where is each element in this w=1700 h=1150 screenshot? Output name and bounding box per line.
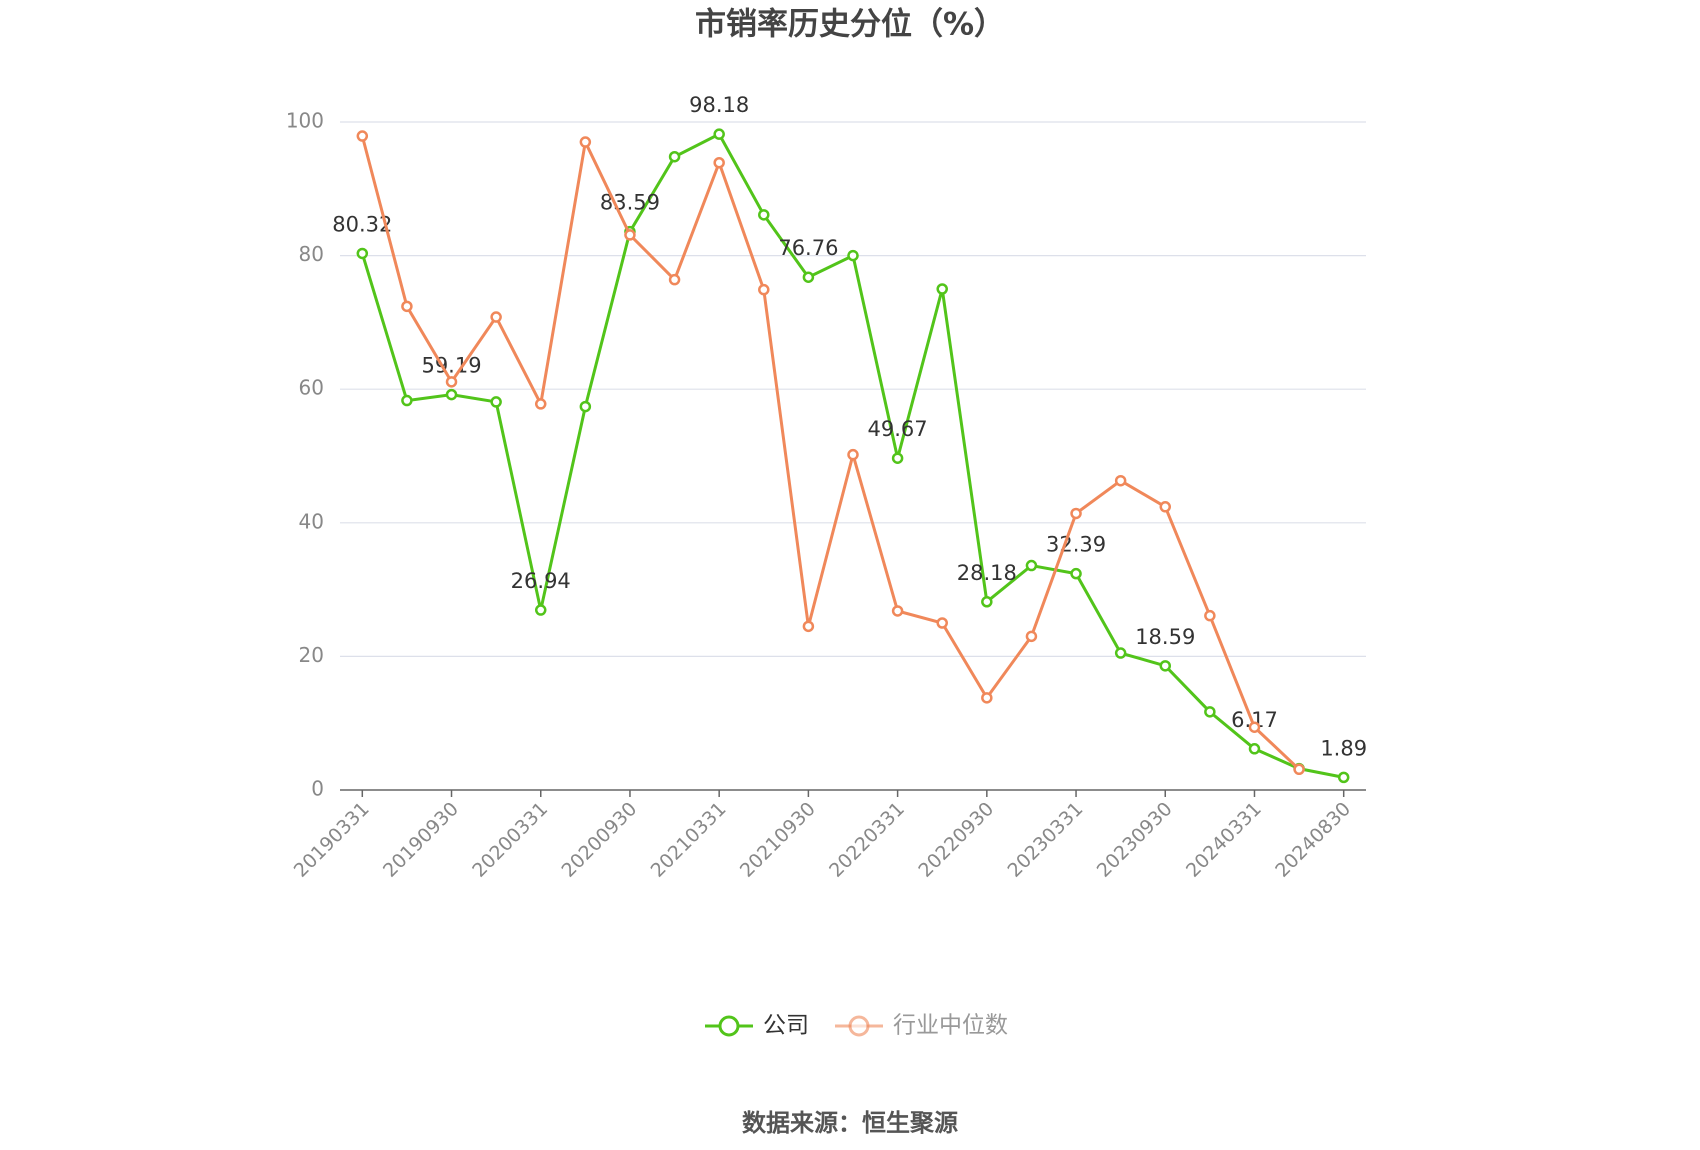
data-point <box>936 617 948 629</box>
data-point <box>758 209 770 221</box>
data-point <box>668 273 681 286</box>
y-tick-label: 20 <box>299 643 324 667</box>
data-point <box>847 249 859 262</box>
data-point <box>534 398 547 410</box>
data-point <box>1248 743 1261 755</box>
data-point <box>802 271 815 283</box>
x-tick-label: 20210331 <box>647 798 731 882</box>
x-tick-label: 20200331 <box>468 798 552 882</box>
legend-item[interactable]: 公司 <box>705 1013 809 1039</box>
data-label: 18.59 <box>1135 625 1195 649</box>
data-point <box>1070 567 1082 580</box>
data-label: 26.94 <box>511 569 571 593</box>
x-tick-label: 20240331 <box>1182 798 1266 882</box>
data-point <box>1204 706 1216 718</box>
data-point <box>1248 721 1261 733</box>
data-point <box>490 311 502 323</box>
data-point <box>891 605 904 617</box>
data-point <box>356 130 369 142</box>
legend-item[interactable]: 行业中位数 <box>835 1013 1008 1039</box>
data-point <box>981 596 993 608</box>
x-tick-label: 20240830 <box>1271 798 1355 882</box>
data-point <box>445 388 458 401</box>
data-point <box>936 283 948 295</box>
x-tick-label: 20190331 <box>290 798 374 882</box>
data-point <box>802 620 815 633</box>
data-point <box>1159 501 1172 513</box>
x-tick-label: 20190930 <box>379 798 463 882</box>
x-tick-label: 20230930 <box>1093 798 1177 882</box>
data-point <box>1025 630 1038 643</box>
data-label: 28.18 <box>957 561 1017 585</box>
legend-label: 行业中位数 <box>893 1013 1008 1039</box>
legend-label: 公司 <box>763 1013 809 1039</box>
data-point <box>445 376 458 388</box>
data-point <box>1204 609 1216 622</box>
data-point <box>847 448 859 461</box>
data-point <box>1293 763 1305 776</box>
data-point <box>981 692 993 704</box>
data-point <box>713 156 725 169</box>
data-point <box>624 229 636 241</box>
data-point <box>1337 771 1350 784</box>
data-point <box>579 400 592 413</box>
y-tick-label: 80 <box>299 242 324 266</box>
data-point <box>1070 507 1082 520</box>
data-point <box>1114 647 1127 659</box>
source-note: 数据来源：恒生聚源 <box>742 1109 958 1137</box>
legend-marker <box>848 1015 870 1037</box>
series-line <box>360 135 1301 771</box>
data-point <box>490 396 502 408</box>
data-point <box>1159 660 1172 672</box>
data-point <box>1114 474 1127 487</box>
data-label: 32.39 <box>1046 533 1106 557</box>
data-point <box>713 128 725 140</box>
data-point <box>668 150 681 163</box>
y-tick-label: 100 <box>286 109 324 133</box>
data-point <box>579 136 592 148</box>
data-point <box>534 604 547 616</box>
data-label: 59.19 <box>421 354 481 378</box>
data-point <box>356 247 369 260</box>
data-point <box>401 300 413 313</box>
x-tick-label: 20220930 <box>914 798 998 882</box>
y-tick-label: 60 <box>299 376 324 400</box>
data-point <box>891 452 904 464</box>
legend-marker <box>718 1015 740 1037</box>
data-point <box>758 283 770 296</box>
x-tick-label: 20220331 <box>825 798 909 882</box>
data-point <box>1025 559 1038 572</box>
y-tick-label: 0 <box>311 777 324 801</box>
data-point <box>401 394 413 407</box>
x-tick-label: 20210930 <box>736 798 820 882</box>
data-label: 76.76 <box>778 236 838 260</box>
x-tick-label: 20200930 <box>557 798 641 882</box>
legend: 公司 行业中位数 <box>705 1013 1008 1039</box>
y-tick-label: 40 <box>299 509 324 533</box>
chart-title: 市销率历史分位（%） <box>695 7 1005 43</box>
data-label: 49.67 <box>868 417 928 441</box>
data-label: 1.89 <box>1320 736 1367 760</box>
x-tick-label: 20230331 <box>1004 798 1088 882</box>
data-label: 98.18 <box>689 93 749 117</box>
